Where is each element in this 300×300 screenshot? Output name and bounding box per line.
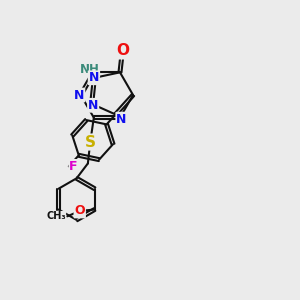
Text: F: F xyxy=(69,160,78,173)
Text: O: O xyxy=(74,205,85,218)
Text: S: S xyxy=(85,134,96,149)
Text: N: N xyxy=(116,113,127,126)
Text: N: N xyxy=(88,99,98,112)
Text: N: N xyxy=(74,88,84,101)
Text: NH: NH xyxy=(80,64,99,76)
Text: N: N xyxy=(88,71,99,84)
Text: CH₃: CH₃ xyxy=(46,211,66,221)
Text: O: O xyxy=(116,44,129,59)
